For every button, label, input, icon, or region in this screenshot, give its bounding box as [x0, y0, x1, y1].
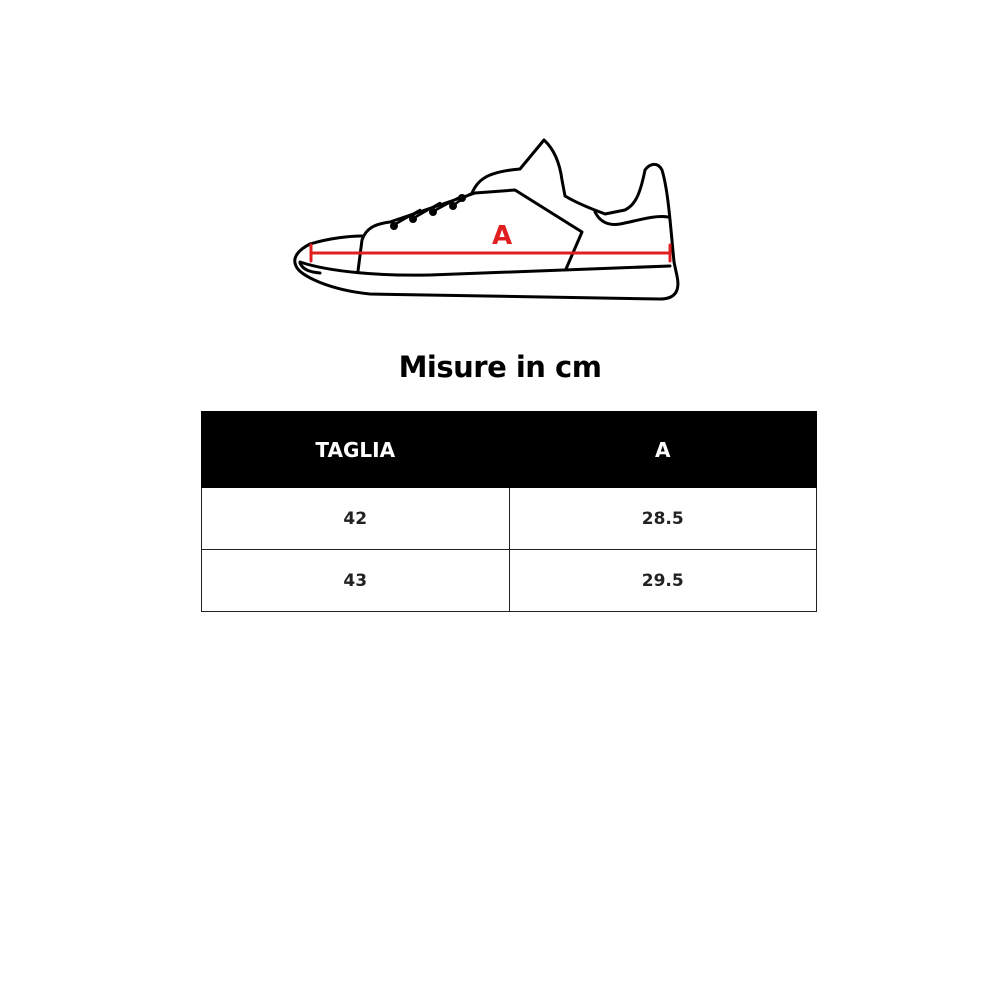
table-header-row: TAGLIA A	[201, 411, 817, 488]
measure-a-label: A	[492, 221, 512, 251]
sneaker-diagram: A	[293, 138, 680, 301]
measure-a-line	[309, 243, 672, 263]
sneaker-outline-icon	[293, 138, 680, 301]
cell-size: 43	[201, 549, 510, 612]
table-row: 42 28.5	[201, 487, 817, 550]
cell-a: 29.5	[508, 549, 817, 612]
cell-a: 28.5	[508, 487, 817, 550]
size-table: TAGLIA A 42 28.5 43 29.5	[201, 411, 817, 612]
cell-size: 42	[201, 487, 510, 550]
header-a: A	[508, 411, 817, 488]
header-taglia: TAGLIA	[201, 411, 510, 488]
page-title: Misure in cm	[398, 350, 602, 384]
table-row: 43 29.5	[201, 549, 817, 612]
